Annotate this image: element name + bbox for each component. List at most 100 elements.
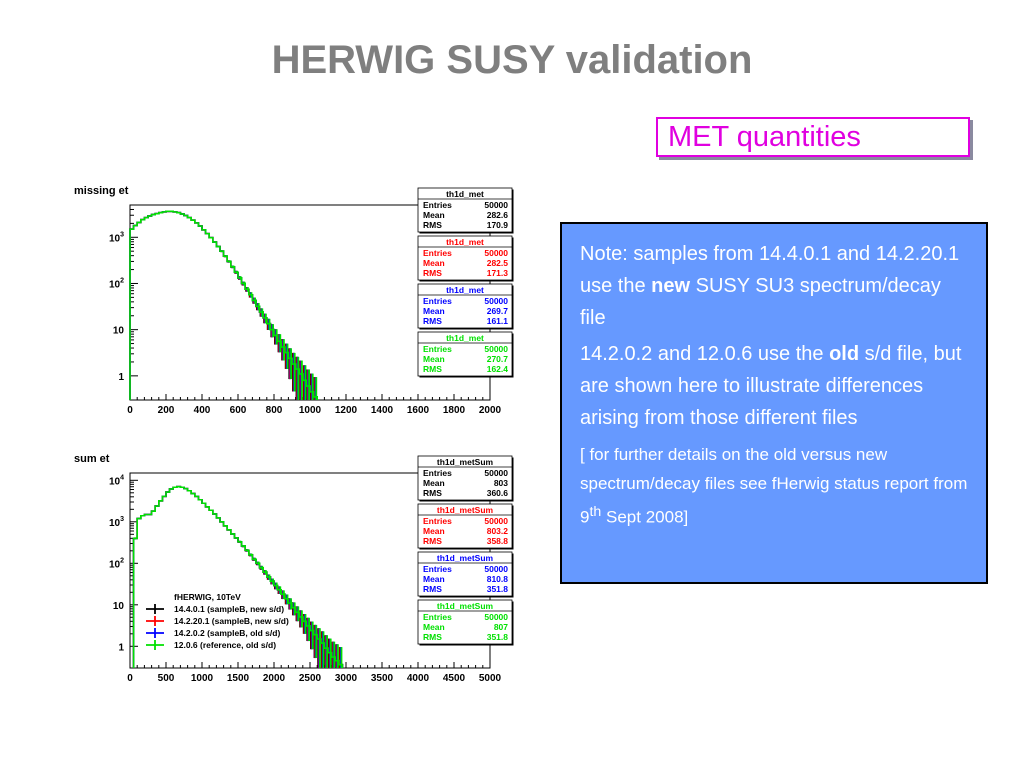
stats-value: 50000 (484, 564, 508, 574)
stats-label: Entries (423, 612, 452, 622)
x-tick-label: 800 (266, 405, 283, 416)
note-text: Sept 2008] (601, 507, 689, 527)
x-tick-label: 0 (127, 673, 133, 684)
x-tick-label: 500 (158, 673, 175, 684)
chart-title: sum et (74, 453, 110, 465)
stats-value: 171.3 (487, 268, 509, 278)
stats-box-frame (417, 503, 513, 549)
note-box: Note: samples from 14.4.0.1 and 14.2.20.… (560, 222, 988, 584)
y-tick-base: 1 (118, 642, 124, 653)
note-paragraph-2: 14.2.0.2 and 12.0.6 use the old s/d file… (580, 338, 972, 434)
note-bold-old: old (829, 343, 860, 365)
x-tick-label: 3000 (335, 673, 358, 684)
stats-box-frame (417, 235, 513, 281)
stats-value: 50000 (484, 296, 508, 306)
x-tick-label: 1600 (407, 405, 430, 416)
x-tick-label: 2000 (479, 405, 502, 416)
stats-value: 270.7 (487, 354, 509, 364)
y-tick-label: 103 (109, 231, 124, 244)
stats-label: Mean (423, 258, 445, 268)
note-sup: th (589, 504, 602, 520)
y-tick-label: 102 (109, 557, 124, 570)
legend-entry: 14.4.0.1 (sampleB, new s/d) (174, 604, 284, 614)
stats-value: 161.1 (487, 316, 509, 326)
stats-value: 269.7 (487, 306, 509, 316)
stats-value: 282.6 (487, 210, 509, 220)
stats-value: 50000 (484, 516, 508, 526)
stats-label: Entries (423, 344, 452, 354)
section-tag: MET quantities (656, 117, 970, 157)
stats-value: 803 (494, 478, 508, 488)
stats-label: Entries (423, 468, 452, 478)
stats-label: Entries (423, 296, 452, 306)
x-tick-label: 3500 (371, 673, 394, 684)
legend: fHERWIG, 10TeV 14.4.0.1 (sampleB, new s/d… (146, 592, 289, 650)
note-text: SUSY SU3 spectrum/decay file (580, 275, 941, 329)
note-text: and 14.2.20.1 use the (580, 243, 960, 297)
stats-label: Mean (423, 354, 445, 364)
stats-label: RMS (423, 364, 442, 374)
stats-label: RMS (423, 536, 442, 546)
legend-header: fHERWIG, 10TeV (174, 592, 241, 602)
x-tick-label: 1000 (191, 673, 214, 684)
stats-box-frame (417, 331, 513, 377)
missing-et-plot: missing et 0 200 400 600 800 1000 1200 1400 1600 1… (60, 180, 520, 425)
stats-value: 807 (494, 622, 508, 632)
x-tick-label: 0 (127, 405, 133, 416)
stats-value: 50000 (484, 468, 508, 478)
y-tick-base: 10 (109, 476, 121, 487)
y-tick-label: 10 (113, 601, 125, 612)
note-text: s/d file, but are shown here to illustra… (580, 343, 962, 429)
stats-label: Entries (423, 200, 452, 210)
stats-label: Mean (423, 622, 445, 632)
x-tick-label: 1500 (227, 673, 250, 684)
stats-value: 162.4 (487, 364, 509, 374)
stats-label: Mean (423, 574, 445, 584)
y-tick-exp: 3 (120, 231, 124, 238)
stats-label: RMS (423, 316, 442, 326)
chart-title: missing et (74, 185, 129, 197)
stats-label: Entries (423, 248, 452, 258)
stats-name: th1d_metSum (437, 457, 494, 467)
stats-label: Entries (423, 564, 452, 574)
stats-label: Mean (423, 306, 445, 316)
stats-value: 803.2 (487, 526, 509, 536)
stats-box-frame (417, 187, 513, 233)
note-text: 14.4.0.1 (758, 243, 832, 265)
stats-label: RMS (423, 220, 442, 230)
stats-name: th1d_met (446, 189, 484, 199)
stats-value: 360.6 (487, 488, 509, 498)
stats-box-frame (417, 551, 513, 597)
x-tick-label: 4000 (407, 673, 430, 684)
y-tick-label: 1 (118, 642, 124, 653)
stats-box-frame (417, 455, 513, 501)
stats-value: 170.9 (487, 220, 509, 230)
x-tick-label: 1200 (335, 405, 358, 416)
y-tick-label: 10 (113, 326, 125, 337)
x-tick-label: 4500 (443, 673, 466, 684)
x-tick-label: 1800 (443, 405, 466, 416)
y-tick-exp: 4 (120, 474, 124, 481)
x-tick-label: 400 (194, 405, 211, 416)
y-tick-label: 104 (109, 474, 124, 487)
x-tick-label: 1400 (371, 405, 394, 416)
note-text: 14.2.0.2 and 12.0.6 use the (580, 343, 830, 365)
stats-value: 50000 (484, 344, 508, 354)
stats-box-frame (417, 283, 513, 329)
x-tick-label: 1000 (299, 405, 322, 416)
y-tick-base: 10 (109, 233, 121, 244)
y-tick-base: 10 (109, 279, 121, 290)
legend-entry: 14.2.0.2 (sampleB, old s/d) (174, 628, 280, 638)
slide-title: HERWIG SUSY validation (271, 38, 753, 82)
x-tick-label: 2500 (299, 673, 322, 684)
y-tick-label: 102 (109, 277, 124, 290)
stats-label: RMS (423, 488, 442, 498)
section-tag-label: MET quantities (668, 121, 861, 153)
